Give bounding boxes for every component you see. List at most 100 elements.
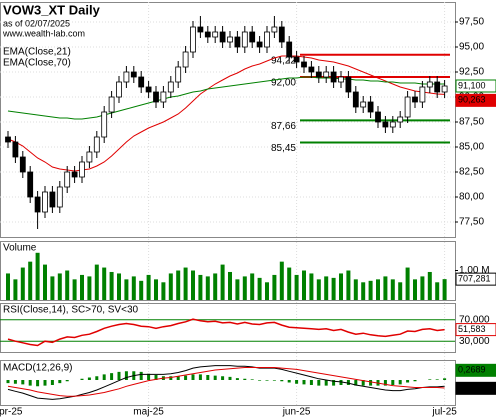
histogram-bar [65, 380, 69, 382]
volume-bar [442, 279, 447, 300]
candle-body [301, 61, 307, 68]
candle-body [160, 91, 167, 103]
volume-bar [43, 264, 47, 300]
candle-body [360, 101, 367, 108]
volume-bar [368, 280, 373, 300]
candle-body [308, 66, 315, 73]
histogram-bar [169, 376, 173, 380]
histogram-bar [309, 380, 313, 385]
candle-body [323, 71, 330, 78]
candle-body [345, 76, 352, 93]
histogram-bar [354, 380, 358, 386]
candle-body [204, 31, 211, 38]
histogram-bar [302, 380, 306, 385]
candle-body [5, 136, 11, 143]
candle-body [27, 171, 34, 198]
panel-frame [0, 2, 456, 238]
volume-bar [213, 273, 218, 300]
histogram-bar [36, 380, 40, 387]
candle-body [212, 31, 219, 38]
histogram-bar [58, 380, 62, 384]
candle-body [145, 86, 152, 93]
legend-entry: EMA(Close,70) [3, 58, 71, 69]
histogram-bar [287, 380, 291, 383]
volume-bar [57, 273, 62, 300]
volume-bar [302, 270, 306, 300]
volume-bar [102, 267, 107, 300]
histogram-bar [332, 380, 336, 386]
y-tick-label: 92,50 [459, 67, 484, 78]
volume-bar [72, 279, 77, 300]
histogram-bar [102, 374, 106, 380]
histogram-bar [435, 379, 439, 380]
candle-body [338, 76, 344, 83]
histogram-bar [258, 380, 262, 381]
last-value-box [455, 79, 496, 93]
histogram-bar [265, 380, 269, 381]
volume-bar [427, 271, 432, 300]
histogram-bar [28, 380, 32, 386]
candle-body [264, 31, 270, 48]
candle-body [153, 91, 159, 103]
volume-bar [20, 267, 25, 300]
y-tick-label: 77,50 [459, 217, 484, 228]
candle-body [49, 191, 56, 208]
candle-body [330, 71, 337, 83]
histogram-bar [361, 380, 365, 386]
y-tick-label: 1,00 M [459, 265, 490, 276]
candle-body [234, 36, 241, 48]
level-label: 85,45 [271, 143, 296, 154]
volume-bar [390, 279, 395, 300]
candle-body [419, 86, 426, 103]
candle-body [130, 71, 137, 78]
histogram-bar [221, 376, 225, 380]
volume-bar [146, 274, 151, 300]
histogram-bar [346, 380, 350, 385]
chart-source: www.wealth-lab.com [2, 28, 85, 38]
volume-bar [124, 279, 129, 300]
last-value-box [455, 272, 496, 286]
volume-bar [413, 279, 417, 300]
last-value-box [455, 381, 496, 395]
volume-bar [383, 276, 388, 300]
candle-body [441, 85, 448, 93]
last-value-label: 51,583 [458, 324, 486, 334]
candle-body [352, 91, 359, 108]
rsi-line [7, 318, 445, 347]
volume-bar [198, 274, 203, 300]
histogram-bar [13, 380, 17, 384]
candle-body [56, 186, 63, 208]
volume-bar [205, 276, 210, 300]
panel-title: RSI(Close,14), SC>70, SV<30 [3, 305, 139, 316]
histogram-bar [213, 375, 217, 380]
candle-body [404, 96, 411, 118]
histogram-bar [443, 378, 447, 380]
histogram-bar [191, 374, 195, 380]
last-value-label: 0,2689 [458, 365, 486, 375]
volume-bar [65, 270, 70, 300]
volume-bar [28, 261, 33, 300]
y-tick-label: 87,50 [459, 117, 484, 128]
volume-bar [405, 267, 410, 300]
histogram-bar [228, 376, 232, 380]
y-tick-label: 30,000 [459, 336, 490, 347]
histogram-bar [6, 380, 10, 384]
histogram-bar [406, 380, 410, 383]
histogram-bar [280, 380, 284, 382]
volume-bar [257, 277, 262, 300]
last-value-label: -1,0137 [458, 383, 489, 393]
volume-bar [324, 276, 329, 300]
volume-bar [154, 279, 158, 300]
histogram-bar [295, 380, 299, 384]
candle-body [182, 51, 189, 68]
histogram-bar [369, 380, 373, 386]
y-tick-label: 95,00 [459, 42, 484, 53]
volume-bar [35, 252, 40, 300]
level-label: 87,66 [271, 121, 296, 132]
volume-bar [183, 267, 188, 300]
candle-body [293, 56, 300, 63]
histogram-bar [272, 380, 276, 381]
candle-body [315, 71, 322, 78]
candle-body [367, 101, 374, 113]
candle-body [175, 66, 182, 83]
